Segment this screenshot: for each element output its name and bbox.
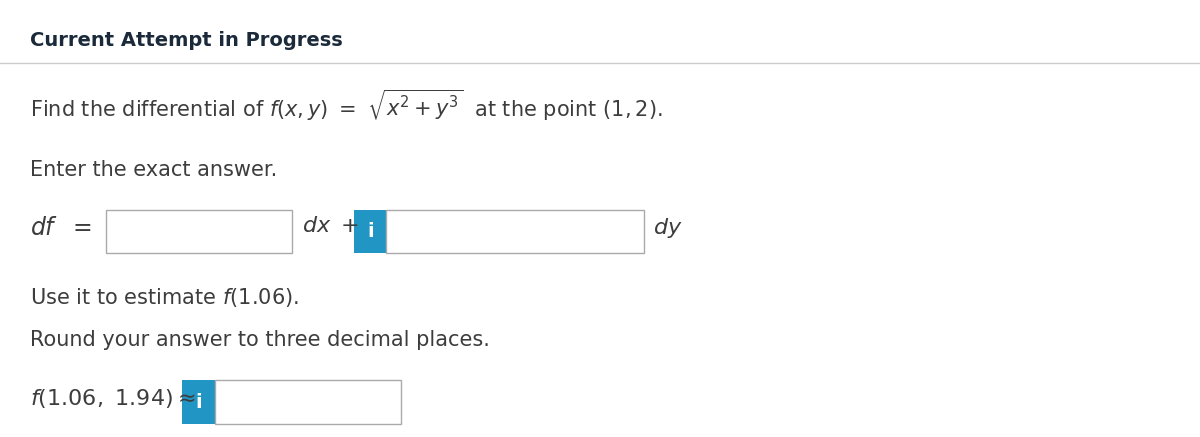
FancyBboxPatch shape <box>386 210 644 253</box>
Text: $dx\ +$: $dx\ +$ <box>302 216 360 236</box>
FancyBboxPatch shape <box>215 380 401 424</box>
Text: $dy$: $dy$ <box>653 216 683 240</box>
Text: i: i <box>367 222 373 241</box>
Text: $f(1.06,\ 1.94) \approx$: $f(1.06,\ 1.94) \approx$ <box>30 387 196 410</box>
Text: Use it to estimate $f(1.06)$.: Use it to estimate $f(1.06)$. <box>30 286 299 309</box>
Text: Round your answer to three decimal places.: Round your answer to three decimal place… <box>30 330 490 350</box>
Text: Find the differential of $f(x, y)\ =\ \sqrt{x^2 + y^3}$  at the point $(1, 2)$.: Find the differential of $f(x, y)\ =\ \s… <box>30 87 662 123</box>
Text: Enter the exact answer.: Enter the exact answer. <box>30 160 277 180</box>
FancyBboxPatch shape <box>106 210 292 253</box>
Text: $df$  $=$: $df$ $=$ <box>30 216 92 240</box>
Text: i: i <box>196 392 202 412</box>
FancyBboxPatch shape <box>354 210 386 253</box>
Text: Current Attempt in Progress: Current Attempt in Progress <box>30 31 343 49</box>
FancyBboxPatch shape <box>182 380 215 424</box>
